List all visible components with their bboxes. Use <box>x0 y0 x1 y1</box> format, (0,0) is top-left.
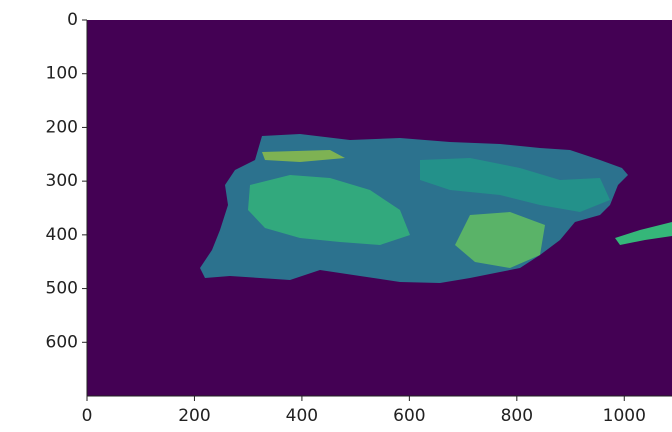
island-highlight <box>455 212 545 268</box>
x-tick-label: 1000 <box>603 406 646 426</box>
x-tick-label: 600 <box>393 406 425 426</box>
islet <box>615 222 672 245</box>
y-tick-label: 500 <box>46 279 78 299</box>
island-highlight <box>248 175 410 245</box>
island-highlight <box>420 158 610 212</box>
island-highlight <box>262 150 345 162</box>
x-tick-label: 200 <box>178 406 210 426</box>
y-tick-label: 200 <box>46 117 78 137</box>
image-content <box>200 134 672 283</box>
x-tick-label: 400 <box>286 406 318 426</box>
y-tick-label: 600 <box>46 332 78 352</box>
y-tick-label: 300 <box>46 171 78 191</box>
y-tick-label: 400 <box>46 225 78 245</box>
x-tick-label: 800 <box>501 406 533 426</box>
y-tick-label: 100 <box>46 64 78 84</box>
y-tick-label: 0 <box>67 10 78 30</box>
x-tick-label: 0 <box>82 406 93 426</box>
